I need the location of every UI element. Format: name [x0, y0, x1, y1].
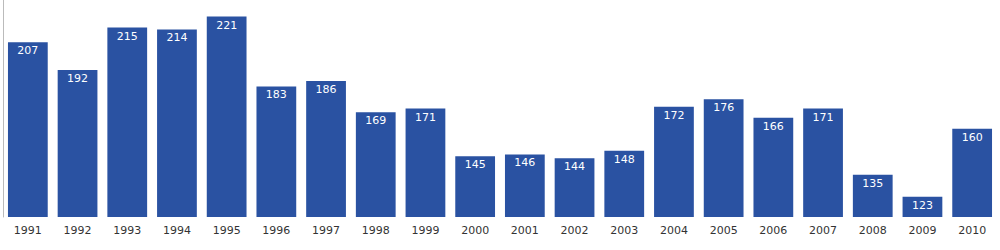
svg-text:160: 160 [962, 131, 983, 144]
svg-text:123: 123 [912, 199, 933, 212]
svg-text:1995: 1995 [213, 224, 241, 237]
svg-text:207: 207 [17, 44, 38, 57]
svg-text:2003: 2003 [610, 224, 638, 237]
svg-text:144: 144 [564, 160, 585, 173]
svg-text:215: 215 [117, 30, 138, 43]
svg-text:2010: 2010 [958, 224, 986, 237]
svg-text:1993: 1993 [113, 224, 141, 237]
svg-text:1991: 1991 [14, 224, 42, 237]
svg-text:2008: 2008 [859, 224, 887, 237]
svg-text:2007: 2007 [809, 224, 837, 237]
svg-text:2005: 2005 [710, 224, 738, 237]
svg-text:1994: 1994 [163, 224, 191, 237]
svg-text:166: 166 [763, 120, 784, 133]
svg-text:2000: 2000 [461, 224, 489, 237]
svg-text:1999: 1999 [411, 224, 439, 237]
svg-text:145: 145 [465, 158, 486, 171]
svg-text:171: 171 [415, 111, 436, 124]
svg-text:186: 186 [316, 83, 337, 96]
svg-text:169: 169 [365, 114, 386, 127]
svg-text:2009: 2009 [908, 224, 936, 237]
svg-text:183: 183 [266, 88, 287, 101]
svg-text:1992: 1992 [64, 224, 92, 237]
svg-text:214: 214 [166, 31, 187, 44]
svg-text:2006: 2006 [759, 224, 787, 237]
svg-text:2002: 2002 [561, 224, 589, 237]
svg-text:1998: 1998 [362, 224, 390, 237]
svg-text:148: 148 [614, 153, 635, 166]
svg-text:172: 172 [663, 109, 684, 122]
svg-text:192: 192 [67, 72, 88, 85]
svg-text:171: 171 [813, 111, 834, 124]
svg-text:2004: 2004 [660, 224, 688, 237]
svg-text:176: 176 [713, 101, 734, 114]
svg-text:2001: 2001 [511, 224, 539, 237]
svg-text:1996: 1996 [262, 224, 290, 237]
svg-text:221: 221 [216, 19, 237, 32]
svg-text:1997: 1997 [312, 224, 340, 237]
svg-text:146: 146 [514, 156, 535, 169]
svg-text:135: 135 [862, 177, 883, 190]
